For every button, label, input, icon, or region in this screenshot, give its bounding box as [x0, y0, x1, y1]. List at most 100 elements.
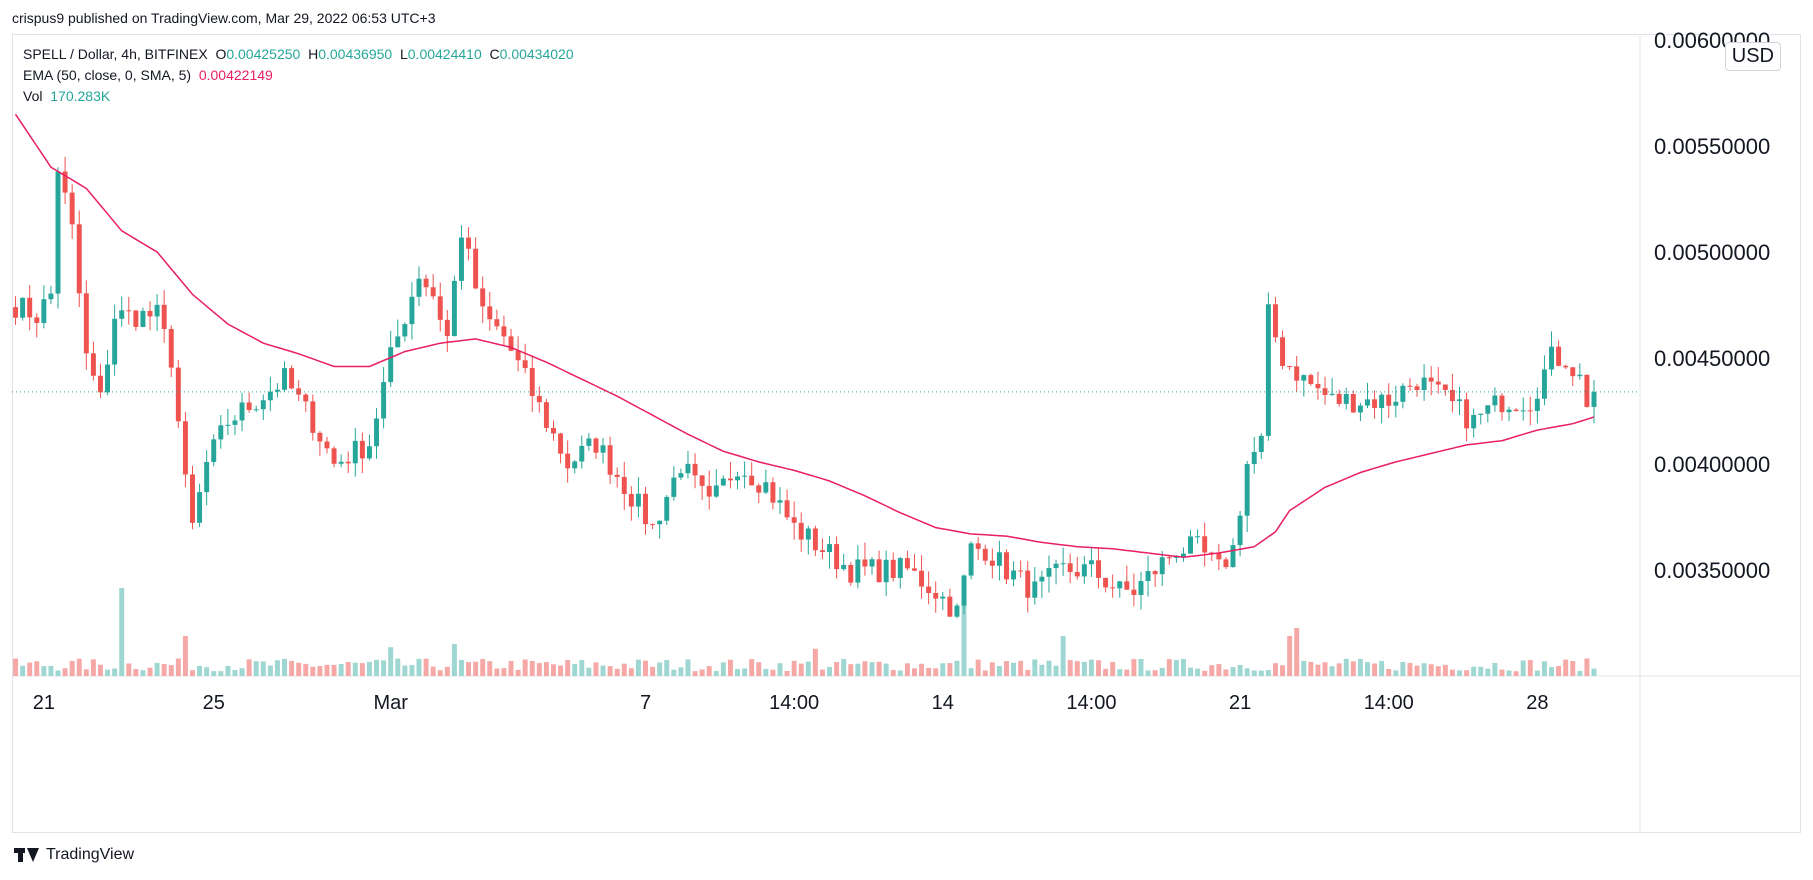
candle-body	[989, 560, 995, 566]
candle-body	[239, 402, 245, 421]
volume-bar	[1265, 670, 1271, 676]
candle-body	[1216, 553, 1222, 560]
low-value: 0.00424410	[407, 46, 482, 62]
candle-body	[1088, 560, 1094, 565]
volume-bar	[968, 668, 974, 676]
candle-body	[1138, 581, 1144, 595]
volume-bar	[1138, 658, 1144, 676]
volume-bar	[359, 663, 365, 676]
candle-body	[112, 318, 118, 365]
candle-body	[345, 461, 351, 464]
candle-body	[522, 360, 528, 369]
candle-body	[133, 310, 139, 327]
candle-body	[848, 564, 854, 583]
candle-body	[1584, 374, 1590, 407]
volume-bar	[699, 669, 705, 676]
candle-body	[1195, 536, 1201, 538]
volume-bar	[607, 666, 613, 676]
candle-body	[1534, 398, 1540, 411]
volume-bar	[147, 667, 153, 676]
candle-body	[1421, 377, 1427, 391]
candle-body	[551, 427, 556, 434]
volume-bar	[763, 668, 769, 676]
volume-bar	[579, 660, 585, 676]
candle-body	[218, 425, 224, 440]
volume-bar	[841, 658, 847, 676]
volume-bar	[1272, 663, 1278, 676]
x-tick-label: 14:00	[1364, 692, 1414, 714]
candle-body	[416, 278, 422, 297]
candle-body	[791, 517, 797, 523]
volume-bar	[1280, 665, 1286, 676]
candle-body	[1520, 410, 1526, 412]
x-tick-label: 14:00	[769, 692, 819, 714]
candle-body	[1131, 589, 1137, 595]
ema-label: EMA (50, close, 0, SMA, 5)	[23, 67, 192, 83]
candle-body	[650, 524, 656, 526]
volume-bar	[1074, 661, 1080, 676]
volume-bar	[1372, 663, 1378, 676]
volume-bar	[635, 659, 641, 676]
candle-body	[628, 494, 634, 507]
x-tick-label: Mar	[373, 692, 408, 714]
volume-bar	[218, 671, 224, 676]
volume-bar	[1513, 671, 1519, 676]
candle-body	[1251, 451, 1257, 465]
candle-body	[614, 474, 620, 477]
volume-bar	[98, 664, 103, 676]
tradingview-footer[interactable]: TradingView	[14, 846, 134, 864]
volume-bar	[614, 668, 620, 676]
candle-body	[253, 409, 259, 411]
candle-body	[855, 559, 861, 583]
volume-bar	[1534, 670, 1540, 676]
candle-body	[961, 575, 967, 606]
candle-body	[324, 441, 330, 449]
candle-body	[926, 586, 932, 593]
candle-body	[1202, 536, 1208, 553]
volume-bar	[1258, 670, 1264, 676]
candle-body	[1074, 572, 1080, 577]
volume-bar	[112, 668, 118, 676]
candle-body	[451, 280, 457, 336]
candle-body	[940, 596, 946, 599]
volume-bar	[727, 659, 733, 676]
volume-bar	[494, 668, 500, 676]
candle-body	[713, 485, 719, 497]
open-value: 0.00425250	[226, 46, 301, 62]
volume-bar	[69, 660, 75, 676]
volume-bar	[395, 658, 401, 676]
currency-badge[interactable]: USD	[1724, 42, 1781, 71]
candle-body	[1414, 386, 1420, 391]
candle-body	[27, 297, 33, 318]
volume-bar	[1393, 670, 1399, 676]
volume-bar	[848, 664, 854, 676]
candle-body	[175, 367, 181, 422]
volume-bar	[933, 668, 939, 676]
candle-body	[1004, 552, 1009, 580]
volume-bar	[1216, 664, 1222, 676]
candle-body	[83, 293, 89, 354]
candle-body	[671, 477, 677, 497]
candle-body	[1280, 337, 1286, 366]
candle-body	[1046, 568, 1052, 577]
candle-body	[374, 418, 380, 447]
candle-body	[1287, 365, 1293, 367]
candle-body	[996, 552, 1002, 566]
volume-bar	[798, 663, 804, 676]
volume-bar	[1407, 662, 1413, 676]
volume-bar	[529, 660, 535, 676]
y-tick-label: 0.00400000	[1654, 452, 1770, 477]
volume-bar	[678, 667, 684, 676]
volume-bar	[1435, 666, 1441, 676]
candle-body	[310, 401, 316, 433]
volume-bar	[1308, 661, 1314, 676]
volume-bar	[1591, 668, 1597, 676]
candle-body	[1357, 405, 1363, 413]
candle-body	[480, 288, 486, 307]
candle-body	[62, 171, 68, 193]
volume-bar	[1110, 661, 1116, 676]
candle-body	[190, 474, 195, 523]
volume-bar	[522, 659, 528, 676]
candle-body	[897, 558, 903, 578]
